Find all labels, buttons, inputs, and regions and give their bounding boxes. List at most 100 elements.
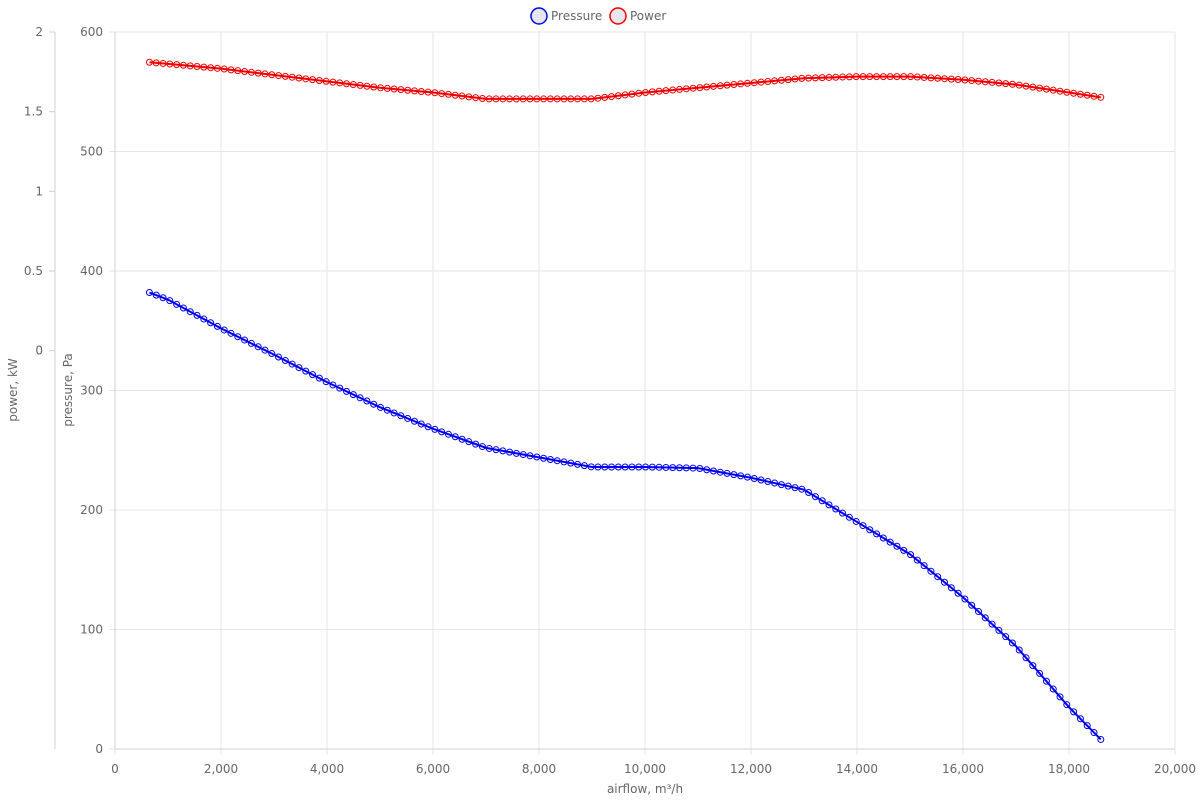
- pressure-point[interactable]: [281, 357, 289, 365]
- power-point[interactable]: [356, 81, 364, 89]
- legend[interactable]: Pressure Power: [530, 7, 666, 25]
- power-point[interactable]: [825, 73, 833, 81]
- pressure-point[interactable]: [709, 467, 717, 475]
- pressure-point[interactable]: [438, 428, 446, 436]
- pressure-point[interactable]: [302, 367, 310, 375]
- pressure-point[interactable]: [254, 343, 262, 351]
- power-point[interactable]: [431, 89, 439, 97]
- power-point[interactable]: [818, 74, 826, 82]
- pressure-point[interactable]: [349, 391, 357, 399]
- power-point[interactable]: [608, 93, 616, 101]
- power-point[interactable]: [669, 86, 677, 94]
- pressure-point[interactable]: [723, 469, 731, 477]
- power-point[interactable]: [954, 76, 962, 84]
- power-point[interactable]: [485, 95, 493, 103]
- pressure-point[interactable]: [771, 479, 779, 487]
- pressure-point[interactable]: [1036, 669, 1044, 677]
- pressure-point[interactable]: [873, 530, 881, 538]
- pressure-point[interactable]: [805, 488, 813, 496]
- power-point[interactable]: [791, 75, 799, 83]
- power-point[interactable]: [1083, 91, 1091, 99]
- power-point[interactable]: [1063, 88, 1071, 96]
- pressure-point[interactable]: [1076, 715, 1084, 723]
- power-point[interactable]: [648, 88, 656, 96]
- power-point[interactable]: [424, 88, 432, 96]
- pressure-point[interactable]: [635, 463, 643, 471]
- power-point[interactable]: [852, 73, 860, 81]
- power-point[interactable]: [193, 62, 201, 70]
- power-point[interactable]: [1049, 86, 1057, 94]
- pressure-point[interactable]: [526, 452, 534, 460]
- pressure-point[interactable]: [981, 614, 989, 622]
- pressure-point[interactable]: [200, 315, 208, 323]
- pressure-point[interactable]: [404, 414, 412, 422]
- pressure-point[interactable]: [648, 463, 656, 471]
- power-point[interactable]: [506, 95, 514, 103]
- pressure-point[interactable]: [608, 463, 616, 471]
- power-point[interactable]: [349, 81, 357, 89]
- pressure-point[interactable]: [390, 409, 398, 417]
- power-point[interactable]: [614, 92, 622, 100]
- power-point[interactable]: [682, 85, 690, 93]
- power-point[interactable]: [254, 69, 262, 77]
- power-point[interactable]: [200, 63, 208, 71]
- power-point[interactable]: [1076, 90, 1084, 98]
- pressure-point[interactable]: [193, 311, 201, 319]
- pressure-point[interactable]: [798, 485, 806, 493]
- power-point[interactable]: [709, 82, 717, 90]
- pressure-point[interactable]: [1042, 677, 1050, 685]
- pressure-point[interactable]: [811, 493, 819, 501]
- power-point[interactable]: [1022, 82, 1030, 90]
- power-point[interactable]: [703, 83, 711, 91]
- pressure-point[interactable]: [173, 300, 181, 308]
- pressure-point[interactable]: [574, 460, 582, 468]
- power-point[interactable]: [173, 61, 181, 69]
- power-point[interactable]: [927, 74, 935, 82]
- pressure-point[interactable]: [451, 433, 459, 441]
- pressure-point[interactable]: [974, 608, 982, 616]
- pressure-point[interactable]: [757, 476, 765, 484]
- power-point[interactable]: [995, 79, 1003, 87]
- power-point[interactable]: [866, 73, 874, 81]
- pressure-point[interactable]: [1015, 646, 1023, 654]
- pressure-point[interactable]: [988, 620, 996, 628]
- pressure-point[interactable]: [329, 381, 337, 389]
- power-point[interactable]: [390, 85, 398, 93]
- pressure-point[interactable]: [363, 397, 371, 405]
- power-point[interactable]: [621, 91, 629, 99]
- power-point[interactable]: [546, 95, 554, 103]
- pressure-point[interactable]: [580, 462, 588, 470]
- power-point[interactable]: [329, 78, 337, 86]
- pressure-point[interactable]: [560, 458, 568, 466]
- power-point[interactable]: [336, 79, 344, 87]
- power-point[interactable]: [404, 86, 412, 94]
- pressure-point[interactable]: [309, 371, 317, 379]
- pressure-point[interactable]: [968, 601, 976, 609]
- pressure-point[interactable]: [995, 626, 1003, 634]
- legend-item-pressure[interactable]: Pressure: [530, 7, 602, 25]
- pressure-point[interactable]: [485, 444, 493, 452]
- pressure-point[interactable]: [478, 443, 486, 451]
- pressure-point[interactable]: [506, 448, 514, 456]
- pressure-point[interactable]: [859, 522, 867, 530]
- pressure-point[interactable]: [628, 463, 636, 471]
- power-point[interactable]: [873, 73, 881, 81]
- pressure-point[interactable]: [839, 509, 847, 517]
- power-point[interactable]: [811, 74, 819, 82]
- power-point[interactable]: [947, 75, 955, 83]
- power-point[interactable]: [444, 90, 452, 98]
- power-point[interactable]: [968, 77, 976, 85]
- power-point[interactable]: [451, 91, 459, 99]
- pressure-point[interactable]: [546, 455, 554, 463]
- pressure-point[interactable]: [1049, 685, 1057, 693]
- pressure-point[interactable]: [893, 542, 901, 550]
- power-point[interactable]: [376, 84, 384, 92]
- power-point[interactable]: [832, 73, 840, 81]
- pressure-point[interactable]: [261, 346, 269, 354]
- pressure-point[interactable]: [961, 595, 969, 603]
- power-point[interactable]: [743, 79, 751, 87]
- pressure-point[interactable]: [784, 482, 792, 490]
- power-point[interactable]: [594, 94, 602, 102]
- power-point[interactable]: [662, 87, 670, 95]
- pressure-point[interactable]: [594, 463, 602, 471]
